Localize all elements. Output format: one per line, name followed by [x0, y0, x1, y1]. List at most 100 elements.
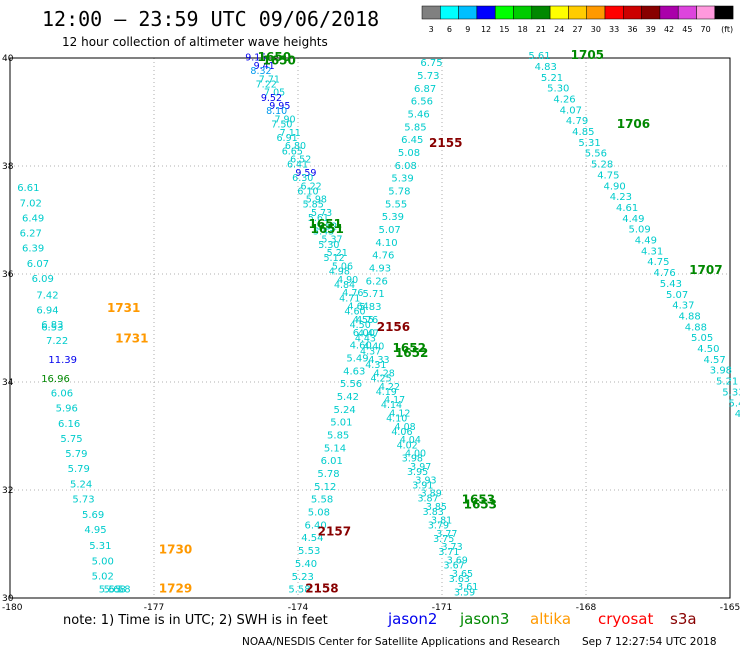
track-value: 5.05 — [691, 333, 713, 344]
legend-swatch — [623, 5, 642, 20]
track-value: 5.78 — [388, 187, 410, 198]
pass-time-label: 1653 — [462, 493, 495, 507]
track-value: 4.98 — [329, 267, 350, 278]
track-value: 5.30 — [318, 240, 339, 251]
track-value: 5.53 — [298, 546, 320, 557]
pass-time-label: 2158 — [305, 582, 338, 596]
track-value: 3.93 — [415, 475, 436, 486]
track-value: 6.80 — [285, 141, 306, 152]
pass-time-label: 1705 — [571, 48, 604, 62]
track-value: 6.06 — [51, 389, 73, 400]
track-value: 3.71 — [438, 547, 459, 558]
track-value: 6.45 — [401, 135, 423, 146]
track-value: 5.49 — [346, 353, 368, 364]
track-value: 4.64 — [348, 302, 369, 313]
track-value: 6.16 — [58, 419, 80, 430]
track-value: 4.60 — [350, 341, 372, 352]
track-value: 6.08 — [395, 161, 417, 172]
track-value: 6.65 — [282, 146, 303, 157]
track-value: 5.79 — [68, 464, 90, 475]
legend-label: 9 — [465, 25, 470, 34]
track-value: 5.61 — [308, 213, 329, 224]
track-value: 5.07 — [666, 290, 688, 301]
track-value: 6.09 — [32, 274, 54, 285]
track-value: 3.69 — [447, 556, 468, 567]
track-value: 4.54 — [301, 533, 323, 544]
track-value: 3.67 — [444, 561, 465, 572]
color-legend: 3 6 9 12 15 18 21 24 27 30 33 36 39 42 45 70 (ft) — [421, 5, 734, 34]
track-value: 7.05 — [264, 88, 285, 99]
track-value: 5.24 — [70, 479, 92, 490]
track-value: 4.37 — [672, 301, 694, 312]
track-value: 5.08 — [308, 508, 330, 519]
track-value: 3.75 — [433, 534, 454, 545]
track-value: 5.56 — [340, 379, 362, 390]
track-value: 6.49 — [22, 214, 44, 225]
track-value: 5.12 — [324, 253, 345, 264]
legend-swatch — [714, 5, 734, 20]
track-value: 4.07 — [560, 105, 582, 116]
track-value: 4.71 — [339, 293, 360, 304]
track-value: 6.40 — [304, 520, 326, 531]
track-value: 7.11 — [280, 128, 301, 139]
track-value: 6.01 — [321, 456, 343, 467]
track-value: 5.58 — [288, 585, 310, 596]
track-value: 5.71 — [362, 289, 384, 300]
track-value: 5.58 — [108, 585, 130, 596]
track-value: 5.31 — [578, 138, 600, 149]
legend-label: 18 — [518, 25, 528, 34]
track-value: 4.17 — [384, 395, 405, 406]
track-value: 4.75 — [597, 170, 619, 181]
track-value: 5.23 — [292, 572, 314, 583]
track-value: 4.90 — [337, 275, 358, 286]
track-value: 5.73 — [311, 208, 332, 219]
track-value: 6.22 — [301, 181, 322, 192]
plot-axes: -180 -177 -174 -171 -168 -165 40 38 36 34 32 30 — [2, 54, 740, 613]
legend-label: 6 — [447, 25, 452, 34]
track-value: 3.73 — [441, 542, 462, 553]
track-value: 5.75 — [60, 434, 82, 445]
track-values: 9.159.418.327.717.227.059.529.958.107.90… — [17, 51, 740, 598]
track-value: 3.98 — [402, 454, 423, 465]
track-value: 5.21 — [327, 248, 348, 259]
track-value: 6.61 — [17, 183, 39, 194]
track-value: 3.77 — [436, 529, 457, 540]
legend-swatch — [641, 5, 661, 20]
track-value: 4.84 — [334, 280, 355, 291]
track-value: 4.26 — [553, 94, 575, 105]
track-value: 4.37 — [360, 347, 381, 358]
track-value: 6.39 — [22, 243, 44, 254]
track-value: 7.90 — [274, 114, 295, 125]
track-value: 4.76 — [356, 315, 378, 326]
pass-time-label: 1731 — [107, 301, 140, 315]
track-value: 5.30 — [547, 84, 569, 95]
track-value: 5.12 — [314, 482, 336, 493]
x-tick-label: -168 — [576, 603, 597, 613]
track-value: 4.76 — [653, 268, 675, 279]
x-tick-label: -165 — [720, 603, 740, 613]
track-value: 5.24 — [333, 405, 355, 416]
legend-unit: (ft) — [721, 25, 733, 34]
track-value: 4.76 — [372, 251, 394, 262]
track-value: 4.12 — [389, 408, 410, 419]
legend-label: 70 — [701, 25, 711, 34]
track-value: 6.91 — [277, 133, 298, 144]
track-value: 5.65 — [99, 585, 121, 596]
track-value: 5.69 — [82, 510, 104, 521]
plot-frame — [9, 57, 731, 599]
track-value: 5.46 — [408, 109, 430, 120]
x-tick-label: -174 — [288, 603, 309, 613]
x-tick-label: -177 — [144, 603, 164, 613]
track-value: 4.61 — [616, 203, 638, 214]
legend-label: 21 — [536, 25, 546, 34]
track-value: 6.56 — [411, 97, 433, 108]
track-value: 7.22 — [256, 79, 277, 90]
track-value: 7.02 — [20, 199, 42, 210]
track-value: 9.59 — [295, 168, 316, 179]
track-value: 4.47 — [358, 328, 379, 339]
track-value: 4.50 — [697, 344, 719, 355]
track-value: 4.00 — [405, 449, 426, 460]
pass-time-label: 1652 — [395, 346, 428, 360]
legend-swatch — [440, 5, 459, 20]
